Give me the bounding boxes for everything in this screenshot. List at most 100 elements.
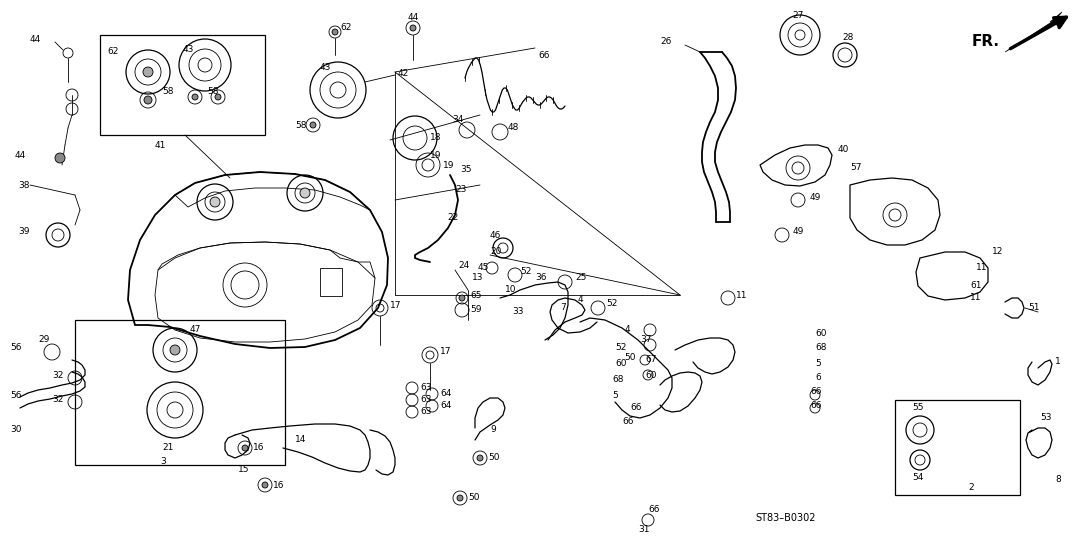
Text: 9: 9 <box>490 425 496 435</box>
Text: 26: 26 <box>660 38 672 46</box>
Text: 11: 11 <box>970 294 982 302</box>
Text: 63: 63 <box>420 408 432 416</box>
Text: 31: 31 <box>638 525 649 535</box>
Text: 62: 62 <box>340 23 351 33</box>
Circle shape <box>457 495 463 501</box>
Text: 7: 7 <box>561 304 566 312</box>
Bar <box>895 400 1020 495</box>
Text: 3: 3 <box>160 457 165 467</box>
Text: 49: 49 <box>793 227 805 237</box>
Text: 14: 14 <box>295 436 307 445</box>
Text: 36: 36 <box>535 273 546 281</box>
Circle shape <box>192 94 198 100</box>
Text: 44: 44 <box>30 35 41 44</box>
Text: 40: 40 <box>838 145 849 154</box>
Text: 6: 6 <box>815 373 821 383</box>
Text: 5: 5 <box>815 358 821 368</box>
Text: 68: 68 <box>612 375 623 384</box>
Text: 20: 20 <box>490 248 501 257</box>
Text: 66: 66 <box>648 505 660 514</box>
Text: 13: 13 <box>472 274 484 283</box>
Text: 19: 19 <box>430 150 442 159</box>
Text: 56: 56 <box>10 343 22 352</box>
Text: 52: 52 <box>519 268 531 276</box>
Circle shape <box>477 455 483 461</box>
Text: ST83–B0302: ST83–B0302 <box>755 513 815 523</box>
Text: 52: 52 <box>606 300 618 309</box>
Text: 12: 12 <box>993 248 1003 257</box>
Text: 56: 56 <box>10 390 22 399</box>
Circle shape <box>310 122 316 128</box>
Polygon shape <box>1005 12 1068 52</box>
Text: 65: 65 <box>470 290 482 300</box>
Text: 17: 17 <box>390 300 402 310</box>
Text: 59: 59 <box>470 305 482 315</box>
Text: 62: 62 <box>107 48 119 56</box>
Text: 28: 28 <box>842 34 853 43</box>
Text: 61: 61 <box>970 280 982 290</box>
Bar <box>75 320 285 465</box>
Text: 66: 66 <box>538 50 550 60</box>
Text: 37: 37 <box>640 336 651 345</box>
Text: 5: 5 <box>612 390 618 399</box>
Text: 46: 46 <box>490 231 501 239</box>
Text: 4: 4 <box>578 295 583 305</box>
Text: 4: 4 <box>625 326 631 335</box>
Circle shape <box>410 25 416 31</box>
Text: 35: 35 <box>460 165 472 175</box>
Circle shape <box>242 445 248 451</box>
Bar <box>320 268 342 296</box>
Text: 58: 58 <box>162 87 174 97</box>
Text: 22: 22 <box>447 213 458 222</box>
Text: 51: 51 <box>1028 304 1039 312</box>
Text: FR.: FR. <box>972 34 1000 50</box>
Text: 49: 49 <box>810 192 822 201</box>
Text: 10: 10 <box>505 285 516 295</box>
Text: 45: 45 <box>478 263 489 273</box>
Text: 8: 8 <box>1055 476 1061 484</box>
Circle shape <box>459 295 465 301</box>
Text: 39: 39 <box>18 227 29 237</box>
Text: 41: 41 <box>156 140 166 149</box>
Text: 30: 30 <box>10 425 22 435</box>
Text: 55: 55 <box>912 404 923 413</box>
Text: 19: 19 <box>443 160 455 170</box>
Text: 32: 32 <box>52 395 64 404</box>
Text: 24: 24 <box>458 260 469 269</box>
Circle shape <box>210 197 220 207</box>
Text: 54: 54 <box>912 473 923 483</box>
Text: 67: 67 <box>645 356 657 364</box>
Circle shape <box>332 29 338 35</box>
Text: 18: 18 <box>430 133 442 143</box>
Text: 29: 29 <box>38 336 50 345</box>
Text: 43: 43 <box>320 64 332 72</box>
Text: 57: 57 <box>850 164 862 173</box>
Text: 25: 25 <box>575 274 586 283</box>
Text: 11: 11 <box>976 263 987 273</box>
Text: 66: 66 <box>622 418 634 426</box>
Text: 34: 34 <box>453 116 463 124</box>
Text: 66: 66 <box>810 400 822 410</box>
Text: 50: 50 <box>488 453 499 462</box>
Text: 60: 60 <box>815 328 826 337</box>
Text: 58: 58 <box>207 87 218 97</box>
Bar <box>100 35 265 135</box>
Text: 64: 64 <box>440 401 451 410</box>
Text: 32: 32 <box>52 371 64 379</box>
Text: 66: 66 <box>810 388 822 397</box>
Text: 15: 15 <box>238 466 249 474</box>
Text: 1: 1 <box>1055 357 1061 367</box>
Circle shape <box>55 153 65 163</box>
Text: 47: 47 <box>190 326 201 335</box>
Text: 66: 66 <box>630 404 642 413</box>
Text: 17: 17 <box>440 347 451 357</box>
Text: 44: 44 <box>15 150 26 159</box>
Text: 42: 42 <box>399 69 409 77</box>
Text: 48: 48 <box>508 123 519 133</box>
Text: 50: 50 <box>624 353 635 363</box>
Text: 68: 68 <box>815 343 826 352</box>
Text: 50: 50 <box>468 493 480 503</box>
Text: 16: 16 <box>253 444 265 452</box>
Text: 63: 63 <box>420 383 432 393</box>
Text: 64: 64 <box>440 389 451 399</box>
